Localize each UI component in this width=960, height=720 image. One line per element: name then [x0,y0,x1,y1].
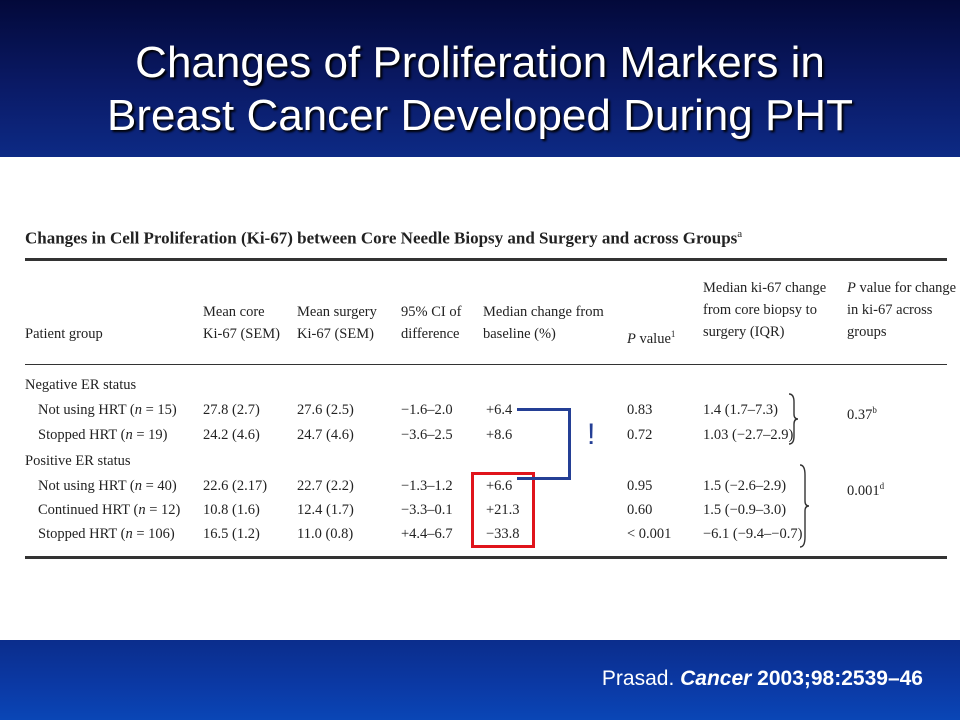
slide-title-line-2: Breast Cancer Developed During PHT [107,91,853,140]
cell-surgery: 12.4 (1.7) [297,502,354,518]
header-p-change: P value for change in ki-67 across groups [847,280,957,340]
header-median-ki67: Median ki-67 change from core biopsy to su… [703,280,827,340]
cell-p-value: 0.60 [627,502,653,518]
group-p-positive: 0.001d [847,481,885,499]
cell-surgery: 22.7 (2.2) [297,478,354,494]
slide-title-line-1: Changes of Proliferation Markers in [135,38,825,87]
group-negative-er: Negative ER status [25,377,137,393]
row-label: Not using HRT (n = 40) [38,478,177,494]
table-header-rule [25,364,947,365]
cell-ci: −1.3–1.2 [401,478,453,494]
cell-median-ki67: −6.1 (−9.4–−0.7) [703,526,803,542]
cell-median-ki67: 1.03 (−2.7–2.9) [703,427,794,443]
cell-p-value: 0.72 [627,427,653,443]
cell-p-value: 0.95 [627,478,653,494]
row-label: Continued HRT (n = 12) [38,502,181,518]
cell-median-change: −33.8 [486,526,520,542]
cell-surgery: 24.7 (4.6) [297,427,354,443]
connector-bracket [517,408,571,480]
header-ci: 95% CI of difference [401,304,462,342]
group-p-negative: 0.37b [847,405,877,423]
ki67-table: Changes in Cell Proliferation (Ki-67) be… [25,225,956,565]
brace-positive [799,464,810,548]
header-mean-surgery: Mean surgery Ki-67 (SEM) [297,304,377,342]
table-caption: Changes in Cell Proliferation (Ki-67) be… [25,228,743,248]
cell-ci: −1.6–2.0 [401,402,453,418]
cell-ci: +4.4–6.7 [401,526,453,542]
citation: Prasad. Cancer 2003;98:2539–46 [601,667,923,690]
cell-median-ki67: 1.4 (1.7–7.3) [703,402,778,418]
header-p-value: P value1 [627,329,676,347]
row-label: Stopped HRT (n = 19) [38,427,168,443]
cell-core: 24.2 (4.6) [203,427,260,443]
cell-surgery: 11.0 (0.8) [297,526,354,542]
table-top-rule [25,258,947,261]
cell-surgery: 27.6 (2.5) [297,402,354,418]
exclamation-mark: ! [587,418,596,451]
table-bottom-rule [25,556,947,559]
header-median-change: Median change from baseline (%) [483,304,604,342]
row-label: Not using HRT (n = 15) [38,402,177,418]
cell-core: 16.5 (1.2) [203,526,260,542]
brace-negative [788,393,799,445]
cell-p-value: < 0.001 [627,526,672,542]
slide-footer [0,640,960,720]
highlight-box [471,472,535,548]
row-label: Stopped HRT (n = 106) [38,526,175,542]
cell-median-change: +6.4 [486,402,513,418]
cell-median-ki67: 1.5 (−0.9–3.0) [703,502,787,518]
cell-core: 22.6 (2.17) [203,478,268,494]
group-positive-er: Positive ER status [25,453,131,469]
header-patient-group: Patient group [25,326,103,342]
slide-header: Changes of Proliferation Markers in Brea… [0,0,960,157]
header-mean-core: Mean core Ki-67 (SEM) [203,304,280,342]
slide-title: Changes of Proliferation Markers in Brea… [0,36,960,142]
cell-median-change: +8.6 [486,427,513,443]
cell-ci: −3.3–0.1 [401,502,453,518]
cell-median-change: +21.3 [486,502,520,518]
cell-median-change: +6.6 [486,478,513,494]
cell-ci: −3.6–2.5 [401,427,453,443]
cell-p-value: 0.83 [627,402,653,418]
cell-core: 27.8 (2.7) [203,402,260,418]
cell-median-ki67: 1.5 (−2.6–2.9) [703,478,787,494]
cell-core: 10.8 (1.6) [203,502,260,518]
